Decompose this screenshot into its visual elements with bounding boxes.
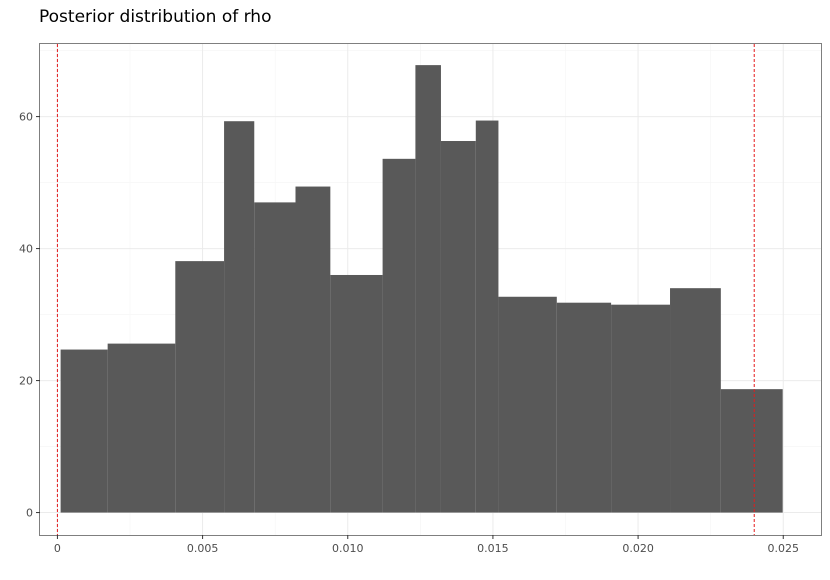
histogram-bar xyxy=(720,389,783,513)
histogram-bar xyxy=(107,343,176,513)
x-tick-label: 0.010 xyxy=(332,542,364,555)
y-axis: 0 20 40 60 xyxy=(19,111,40,520)
histogram-bar xyxy=(498,296,557,513)
histogram-bar xyxy=(611,304,671,513)
histogram-bar xyxy=(60,349,108,513)
x-tick-label: 0.005 xyxy=(187,542,219,555)
y-tick-label: 60 xyxy=(19,111,33,124)
chart-title: Posterior distribution of rho xyxy=(39,7,271,27)
x-axis: 0 0.005 0.010 0.015 0.020 0.025 xyxy=(54,535,799,555)
histogram-bars xyxy=(60,65,783,513)
histogram-bar xyxy=(175,261,225,513)
histogram-bar xyxy=(254,202,296,513)
histogram-bar xyxy=(295,186,331,513)
x-tick-label: 0 xyxy=(54,542,61,555)
y-tick-label: 40 xyxy=(19,243,33,256)
x-tick-label: 0.015 xyxy=(477,542,509,555)
reference-lines xyxy=(56,44,755,535)
histogram-bar xyxy=(440,141,476,513)
y-tick-label: 20 xyxy=(19,375,33,388)
histogram-bar xyxy=(330,274,383,513)
y-tick-label: 0 xyxy=(26,507,33,520)
x-tick-label: 0.020 xyxy=(622,542,654,555)
histogram-bar xyxy=(670,288,721,513)
histogram-bar xyxy=(556,302,612,513)
histogram-bar xyxy=(415,65,441,513)
histogram-bar xyxy=(475,120,499,513)
x-tick-label: 0.025 xyxy=(768,542,800,555)
histogram-bar xyxy=(382,158,416,513)
panel-border xyxy=(39,43,822,536)
histogram-bar xyxy=(224,121,255,513)
